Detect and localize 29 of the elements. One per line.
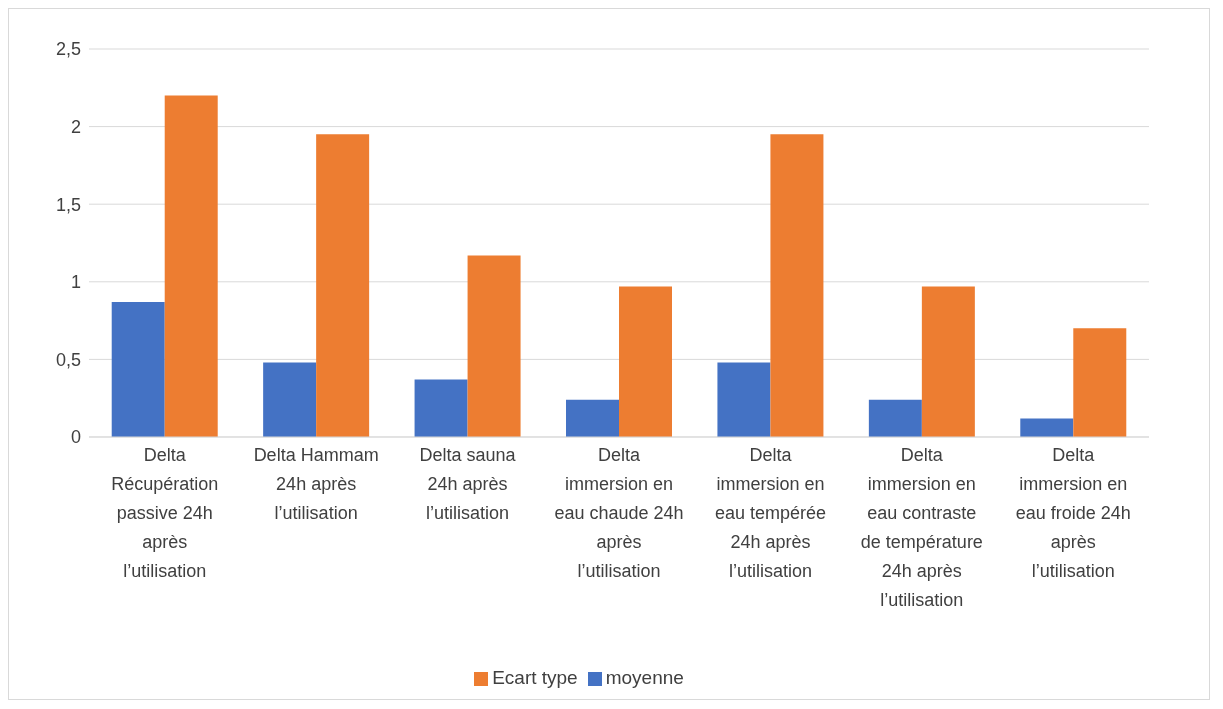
x-tick-label: Delta sauna 24h après l’utilisation: [419, 445, 517, 523]
x-tick-label: Delta immersion en eau contraste de température 24h après l’utilisation: [860, 445, 983, 610]
y-tick-label: 2: [70, 116, 81, 137]
bar: [868, 399, 922, 437]
bar: [467, 255, 521, 437]
y-tick-label: 0,5: [55, 349, 81, 370]
legend-label: Ecart type: [492, 667, 578, 688]
x-tick-label: Delta immersion en eau chaude 24h après l’utilisation: [554, 445, 684, 581]
y-tick-label: 2,5: [55, 39, 81, 60]
y-tick-label: 1: [70, 272, 81, 293]
bar: [111, 301, 165, 437]
bar: [263, 362, 317, 437]
bar: [1073, 328, 1127, 437]
bar: [414, 379, 468, 437]
x-tick-label: Delta immersion en eau froide 24h après l’utilisation: [1015, 445, 1131, 581]
bar: [921, 286, 975, 437]
bar: [316, 134, 370, 437]
bar: [1020, 418, 1074, 437]
bar: [566, 399, 619, 437]
y-tick-label: 1,5: [55, 194, 81, 215]
x-tick-label: Delta immersion en eau tempérée 24h après l’utilisation: [714, 445, 826, 581]
x-tick-label: Delta Hammam 24h après l’utilisation: [253, 445, 379, 523]
bar: [770, 134, 824, 437]
legend-label: moyenne: [605, 667, 684, 688]
x-tick-label: Delta Récupération passive 24h après l’utilisation: [111, 445, 219, 581]
y-tick-label: 0: [70, 427, 81, 448]
bar: [717, 362, 771, 437]
bar: [164, 95, 218, 437]
bar: [619, 286, 672, 437]
